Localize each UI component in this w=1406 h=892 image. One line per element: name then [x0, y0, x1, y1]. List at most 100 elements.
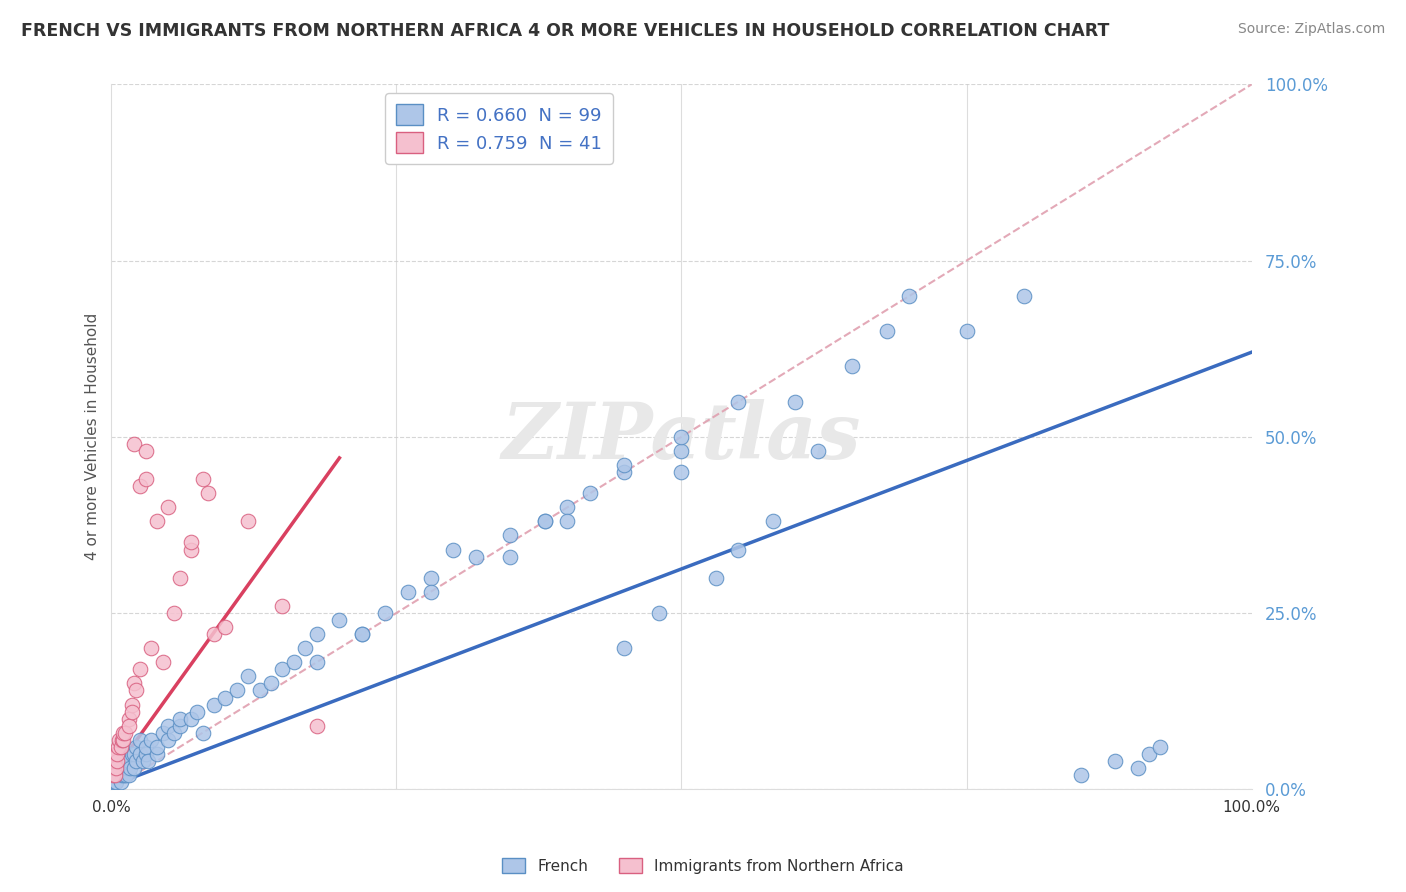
Point — [169, 712, 191, 726]
Point — [186, 705, 208, 719]
Point — [105, 768, 128, 782]
Point — [499, 528, 522, 542]
Point — [191, 472, 214, 486]
Point — [108, 768, 131, 782]
Point — [294, 641, 316, 656]
Point — [419, 571, 441, 585]
Point — [152, 655, 174, 669]
Point — [101, 768, 124, 782]
Point — [122, 676, 145, 690]
Point — [197, 486, 219, 500]
Point — [110, 754, 132, 768]
Point — [249, 683, 271, 698]
Point — [613, 641, 636, 656]
Point — [101, 775, 124, 789]
Point — [110, 739, 132, 754]
Point — [107, 761, 129, 775]
Point — [671, 430, 693, 444]
Text: FRENCH VS IMMIGRANTS FROM NORTHERN AFRICA 4 OR MORE VEHICLES IN HOUSEHOLD CORREL: FRENCH VS IMMIGRANTS FROM NORTHERN AFRIC… — [21, 22, 1109, 40]
Point — [225, 683, 247, 698]
Point — [104, 775, 127, 789]
Text: ZIPatlas: ZIPatlas — [502, 399, 860, 475]
Point — [557, 500, 579, 515]
Point — [305, 655, 328, 669]
Point — [117, 754, 139, 768]
Point — [647, 606, 669, 620]
Point — [111, 761, 134, 775]
Point — [111, 732, 134, 747]
Point — [105, 747, 128, 761]
Point — [202, 627, 225, 641]
Point — [111, 747, 134, 761]
Point — [114, 725, 136, 739]
Point — [419, 584, 441, 599]
Point — [260, 676, 283, 690]
Point — [841, 359, 863, 374]
Point — [1012, 289, 1035, 303]
Point — [141, 732, 163, 747]
Point — [114, 754, 136, 768]
Point — [129, 732, 152, 747]
Point — [107, 754, 129, 768]
Point — [1070, 768, 1092, 782]
Legend: French, Immigrants from Northern Africa: French, Immigrants from Northern Africa — [496, 852, 910, 880]
Point — [104, 768, 127, 782]
Point — [125, 754, 148, 768]
Point — [104, 768, 127, 782]
Point — [125, 739, 148, 754]
Point — [533, 514, 555, 528]
Point — [117, 719, 139, 733]
Point — [105, 754, 128, 768]
Point — [214, 620, 236, 634]
Point — [129, 662, 152, 676]
Point — [117, 712, 139, 726]
Point — [271, 662, 294, 676]
Point — [141, 641, 163, 656]
Point — [271, 599, 294, 613]
Text: Source: ZipAtlas.com: Source: ZipAtlas.com — [1237, 22, 1385, 37]
Point — [118, 761, 141, 775]
Point — [328, 613, 350, 627]
Point — [305, 627, 328, 641]
Point — [169, 571, 191, 585]
Point — [374, 606, 396, 620]
Point — [110, 775, 132, 789]
Point — [704, 571, 727, 585]
Point — [108, 732, 131, 747]
Point — [157, 732, 180, 747]
Point — [111, 768, 134, 782]
Point — [762, 514, 785, 528]
Point — [1126, 761, 1149, 775]
Point — [1149, 739, 1171, 754]
Point — [955, 324, 977, 338]
Point — [157, 719, 180, 733]
Point — [169, 719, 191, 733]
Point — [107, 739, 129, 754]
Point — [1137, 747, 1160, 761]
Point — [117, 761, 139, 775]
Point — [898, 289, 921, 303]
Point — [114, 761, 136, 775]
Point — [807, 443, 830, 458]
Point — [129, 747, 152, 761]
Point — [180, 542, 202, 557]
Point — [104, 747, 127, 761]
Point — [122, 437, 145, 451]
Point — [121, 747, 143, 761]
Point — [125, 683, 148, 698]
Point — [352, 627, 374, 641]
Point — [671, 465, 693, 479]
Point — [1104, 754, 1126, 768]
Point — [727, 542, 749, 557]
Point — [557, 514, 579, 528]
Point — [103, 768, 125, 782]
Point — [136, 754, 159, 768]
Point — [104, 754, 127, 768]
Point — [163, 725, 186, 739]
Point — [104, 761, 127, 775]
Point — [115, 768, 138, 782]
Point — [103, 761, 125, 775]
Point — [122, 747, 145, 761]
Point — [671, 443, 693, 458]
Point — [238, 669, 260, 683]
